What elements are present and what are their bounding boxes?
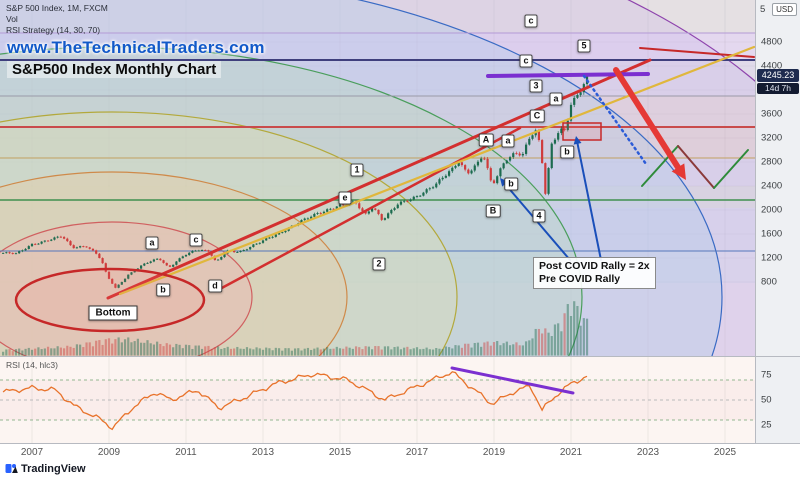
covid-rally-callout[interactable]: Post COVID Rally = 2x Pre COVID Rally bbox=[533, 257, 656, 289]
wave-label-3[interactable]: 3 bbox=[529, 79, 543, 93]
year-label-2021: 2021 bbox=[559, 447, 583, 458]
wave-label-A[interactable]: A bbox=[478, 133, 494, 147]
year-label-2013: 2013 bbox=[251, 447, 275, 458]
time-axis[interactable]: 2007 2009 2011 2013 2015 2017 2019 2021 2023 2025 bbox=[0, 444, 800, 462]
rsi-label-50: 50 bbox=[761, 394, 772, 406]
callout-line2: Pre COVID Rally bbox=[539, 273, 621, 285]
year-label-2017: 2017 bbox=[405, 447, 429, 458]
fib-bands-layer bbox=[0, 0, 755, 283]
wave-label-e[interactable]: e bbox=[338, 191, 352, 205]
price-label-4400: 4400 bbox=[761, 60, 783, 72]
year-label-2015: 2015 bbox=[328, 447, 352, 458]
last-price-badge: 4245.23 bbox=[757, 69, 799, 82]
bottom-label[interactable]: Bottom bbox=[88, 305, 138, 321]
price-label-4800: 4800 bbox=[761, 36, 783, 48]
tradingview-logo-text: TradingView bbox=[21, 462, 86, 475]
volume-layer bbox=[2, 301, 589, 356]
price-label-2000: 2000 bbox=[761, 204, 783, 216]
drawings-layer bbox=[14, 45, 755, 333]
wave-label-b[interactable]: b bbox=[156, 283, 170, 297]
pane-separator[interactable] bbox=[0, 356, 800, 357]
price-label-1200: 1200 bbox=[761, 252, 783, 264]
wave-label-a[interactable]: a bbox=[501, 134, 515, 148]
year-label-2025: 2025 bbox=[713, 447, 737, 458]
price-label-3600: 3600 bbox=[761, 108, 783, 120]
price-axis[interactable]: 5 USD 4800 4400 3600 3200 2800 2400 2000 1600 12… bbox=[755, 0, 800, 443]
rsi-pane[interactable]: RSI (14, hlc3) bbox=[0, 357, 755, 443]
rsi-canvas[interactable] bbox=[0, 357, 755, 443]
year-label-2011: 2011 bbox=[175, 447, 197, 458]
year-label-2007: 2007 bbox=[20, 447, 44, 458]
legend-volume-indicator[interactable]: Vol bbox=[6, 14, 18, 24]
price-label-800: 800 bbox=[761, 276, 777, 288]
rsi-label-75: 75 bbox=[761, 369, 772, 381]
wave-label-4[interactable]: 4 bbox=[532, 209, 546, 223]
wave-label-1[interactable]: 1 bbox=[350, 163, 364, 177]
wave-label-c[interactable]: c bbox=[519, 54, 533, 68]
tradingview-logo[interactable]: TradingView bbox=[5, 462, 86, 475]
wave-label-2[interactable]: 2 bbox=[372, 257, 386, 271]
price-chart-pane[interactable]: S&P 500 Index, 1M, FXCM Vol RSI Strategy… bbox=[0, 0, 755, 356]
legend-symbol[interactable]: S&P 500 Index, 1M, FXCM bbox=[6, 3, 108, 13]
callout-line1: Post COVID Rally = 2x bbox=[539, 260, 650, 272]
wave-label-a[interactable]: a bbox=[145, 236, 159, 250]
footer: TradingView bbox=[0, 462, 800, 478]
wave-label-B[interactable]: B bbox=[485, 204, 501, 218]
watermark-title: S&P500 Index Monthly Chart bbox=[7, 61, 222, 78]
year-label-2023: 2023 bbox=[636, 447, 660, 458]
axis-separator bbox=[0, 443, 800, 444]
year-label-2019: 2019 bbox=[482, 447, 506, 458]
currency-unit-button[interactable]: USD bbox=[772, 3, 797, 16]
legend-rsi-strategy[interactable]: RSI Strategy (14, 30, 70) bbox=[6, 25, 101, 35]
wave-label-b[interactable]: b bbox=[560, 145, 574, 159]
watermark-url: www.TheTechnicalTraders.com bbox=[7, 38, 265, 57]
wave-label-c[interactable]: c bbox=[189, 233, 203, 247]
wave-label-a[interactable]: a bbox=[549, 92, 563, 106]
year-label-2009: 2009 bbox=[97, 447, 121, 458]
wave-label-c[interactable]: c bbox=[524, 14, 538, 28]
rsi-legend[interactable]: RSI (14, hlc3) bbox=[6, 360, 58, 370]
wave-label-d[interactable]: d bbox=[208, 279, 222, 293]
price-label-1600: 1600 bbox=[761, 228, 783, 240]
watermark: www.TheTechnicalTraders.com S&P500 Index… bbox=[7, 38, 265, 79]
price-label-3200: 3200 bbox=[761, 132, 783, 144]
price-axis-top-label: 5 bbox=[760, 4, 766, 15]
wave-label-C[interactable]: C bbox=[529, 109, 545, 123]
tradingview-logo-icon bbox=[5, 464, 18, 473]
bar-countdown-badge: 14d 7h bbox=[757, 83, 799, 94]
wave-label-b[interactable]: b bbox=[504, 177, 518, 191]
price-label-2800: 2800 bbox=[761, 156, 783, 168]
wave-label-5[interactable]: 5 bbox=[577, 39, 591, 53]
rsi-label-25: 25 bbox=[761, 419, 772, 431]
chart-legend: S&P 500 Index, 1M, FXCM Vol RSI Strategy… bbox=[6, 3, 108, 36]
price-label-2400: 2400 bbox=[761, 180, 783, 192]
